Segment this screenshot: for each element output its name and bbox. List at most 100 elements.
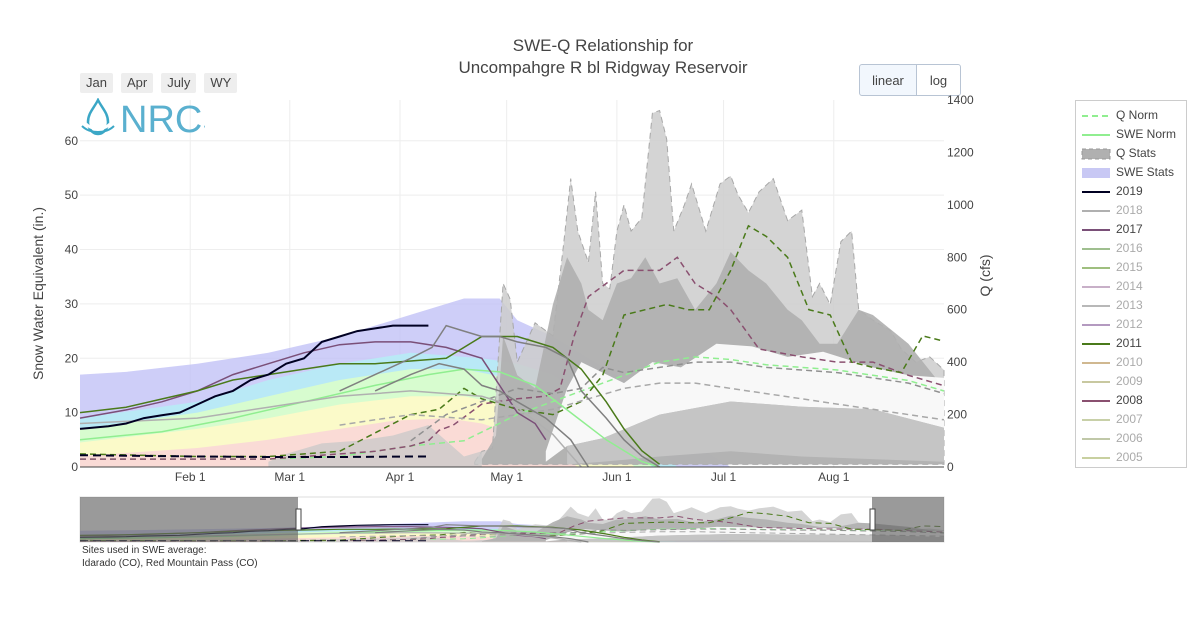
range-button-wy[interactable]: WY bbox=[204, 73, 238, 93]
mini-swe-line-4 bbox=[339, 524, 660, 543]
y-right-tick-label-3: 600 bbox=[947, 303, 967, 317]
x-tick-label-1: Mar 1 bbox=[274, 470, 305, 484]
y-right-tick-label-1: 200 bbox=[947, 408, 967, 422]
legend-swatch bbox=[1082, 324, 1110, 326]
legend-label: 2007 bbox=[1116, 412, 1143, 426]
scale-toggle-group: linear log bbox=[859, 64, 961, 96]
swe-series-line-1 bbox=[79, 341, 547, 441]
legend-item-2006[interactable]: 2006 bbox=[1076, 430, 1186, 449]
legend-swatch bbox=[1082, 267, 1110, 269]
legend-item-2011[interactable]: 2011 bbox=[1076, 335, 1186, 354]
legend-item-2007[interactable]: 2007 bbox=[1076, 411, 1186, 430]
y-left-tick-label-0: 0 bbox=[71, 460, 78, 474]
q-series-line-2 bbox=[79, 224, 945, 458]
y-right-tick-label-7: 1400 bbox=[947, 93, 974, 107]
legend-label: 2006 bbox=[1116, 431, 1143, 445]
legend-label: 2010 bbox=[1116, 355, 1143, 369]
range-slider-handle-left[interactable] bbox=[295, 508, 302, 531]
mini-q-line-1 bbox=[80, 515, 945, 542]
chart-title-line2: Uncompahgre R bl Ridgway Reservoir bbox=[458, 58, 748, 77]
sites-note-line2: Idarado (CO), Red Mountain Pass (CO) bbox=[82, 558, 258, 569]
q-band-3 bbox=[567, 401, 944, 465]
y-right-axis-title: Q (cfs) bbox=[977, 255, 993, 297]
legend-label: 2017 bbox=[1116, 222, 1143, 236]
x-tick-label-4: Jun 1 bbox=[602, 470, 632, 484]
q-series-line-0 bbox=[80, 356, 945, 460]
legend-label: 2012 bbox=[1116, 317, 1143, 331]
legend-item-2010[interactable]: 2010 bbox=[1076, 354, 1186, 373]
swe-series-line-6 bbox=[79, 324, 429, 430]
legend-label: 2018 bbox=[1116, 203, 1143, 217]
legend-item-swe-norm[interactable]: SWE Norm bbox=[1076, 126, 1186, 145]
y-left-tick-label-5: 50 bbox=[65, 188, 79, 202]
legend-item-swe-stats[interactable]: SWE Stats bbox=[1076, 164, 1186, 183]
legend-item-2016[interactable]: 2016 bbox=[1076, 240, 1186, 259]
legend-label: 2008 bbox=[1116, 393, 1143, 407]
legend-label: Q Norm bbox=[1116, 108, 1158, 122]
y-left-tick-label-2: 20 bbox=[65, 351, 79, 365]
chart-title-line1: SWE-Q Relationship for bbox=[512, 36, 694, 55]
nrcs-logo: NRCS bbox=[80, 97, 228, 141]
range-slider-mask-right bbox=[872, 497, 944, 542]
range-button-july[interactable]: July bbox=[161, 73, 197, 93]
q-series-line-4 bbox=[339, 382, 945, 426]
legend-label: 2011 bbox=[1116, 336, 1142, 350]
q-series-line-5 bbox=[79, 454, 429, 458]
legend-label: 2014 bbox=[1116, 279, 1143, 293]
mini-swe-line-5 bbox=[375, 528, 589, 543]
q-band-2 bbox=[545, 343, 944, 462]
legend-swatch bbox=[1082, 305, 1110, 307]
x-tick-label-2: Apr 1 bbox=[386, 470, 415, 484]
legend-swatch bbox=[1082, 400, 1110, 402]
series-lines bbox=[79, 224, 945, 468]
legend-swatch bbox=[1082, 229, 1110, 231]
legend-item-2018[interactable]: 2018 bbox=[1076, 202, 1186, 221]
legend-swatch bbox=[1082, 457, 1110, 459]
legend-item-2005[interactable]: 2005 bbox=[1076, 449, 1186, 467]
q-series-line-1 bbox=[80, 256, 945, 460]
nrcs-logo-text: NRCS bbox=[120, 99, 205, 138]
legend-swatch bbox=[1082, 115, 1110, 117]
range-slider-handle-right[interactable] bbox=[869, 508, 876, 531]
range-button-apr[interactable]: Apr bbox=[120, 73, 154, 93]
legend-item-2015[interactable]: 2015 bbox=[1076, 259, 1186, 278]
legend-swatch bbox=[1081, 148, 1111, 160]
sites-note: Sites used in SWE average: Idarado (CO),… bbox=[82, 544, 258, 570]
stat-bands bbox=[80, 109, 945, 467]
range-button-group: Jan Apr July WY bbox=[80, 73, 238, 93]
legend-item-2019[interactable]: 2019 bbox=[1076, 183, 1186, 202]
legend-label: Q Stats bbox=[1116, 146, 1157, 160]
y-left-tick-label-6: 60 bbox=[65, 134, 79, 148]
swe-series-line-4 bbox=[339, 324, 660, 468]
legend-swatch bbox=[1082, 381, 1110, 383]
y-right-tick-label-0: 0 bbox=[947, 460, 954, 474]
legend-swatch bbox=[1082, 419, 1110, 421]
legend-item-2017[interactable]: 2017 bbox=[1076, 221, 1186, 240]
legend-swatch bbox=[1082, 191, 1110, 193]
mini-q-band-3 bbox=[567, 534, 944, 542]
legend-swatch bbox=[1082, 286, 1110, 288]
legend-item-2008[interactable]: 2008 bbox=[1076, 392, 1186, 411]
legend-item-q-norm[interactable]: Q Norm bbox=[1076, 107, 1186, 126]
x-tick-label-6: Aug 1 bbox=[818, 470, 850, 484]
legend-item-2014[interactable]: 2014 bbox=[1076, 278, 1186, 297]
legend-item-2009[interactable]: 2009 bbox=[1076, 373, 1186, 392]
legend-label: 2013 bbox=[1116, 298, 1143, 312]
range-slider-mask-left bbox=[80, 497, 298, 542]
legend-swatch bbox=[1082, 438, 1110, 440]
legend-swatch bbox=[1082, 343, 1110, 345]
y-left-axis-title: Snow Water Equivalent (in.) bbox=[30, 207, 46, 380]
range-button-jan[interactable]: Jan bbox=[80, 73, 113, 93]
y-left-tick-label-1: 10 bbox=[65, 406, 79, 420]
legend-swatch bbox=[1082, 134, 1110, 136]
legend-swatch bbox=[1082, 210, 1110, 212]
swe-series-line-5 bbox=[374, 362, 590, 468]
legend-item-2012[interactable]: 2012 bbox=[1076, 316, 1186, 335]
legend-item-q-stats[interactable]: Q Stats bbox=[1076, 145, 1186, 164]
legend-item-2013[interactable]: 2013 bbox=[1076, 297, 1186, 316]
legend-label: SWE Norm bbox=[1116, 127, 1176, 141]
y-right-tick-label-4: 800 bbox=[947, 250, 967, 264]
log-scale-button[interactable]: log bbox=[916, 64, 961, 96]
q-series-line-3 bbox=[410, 361, 945, 442]
